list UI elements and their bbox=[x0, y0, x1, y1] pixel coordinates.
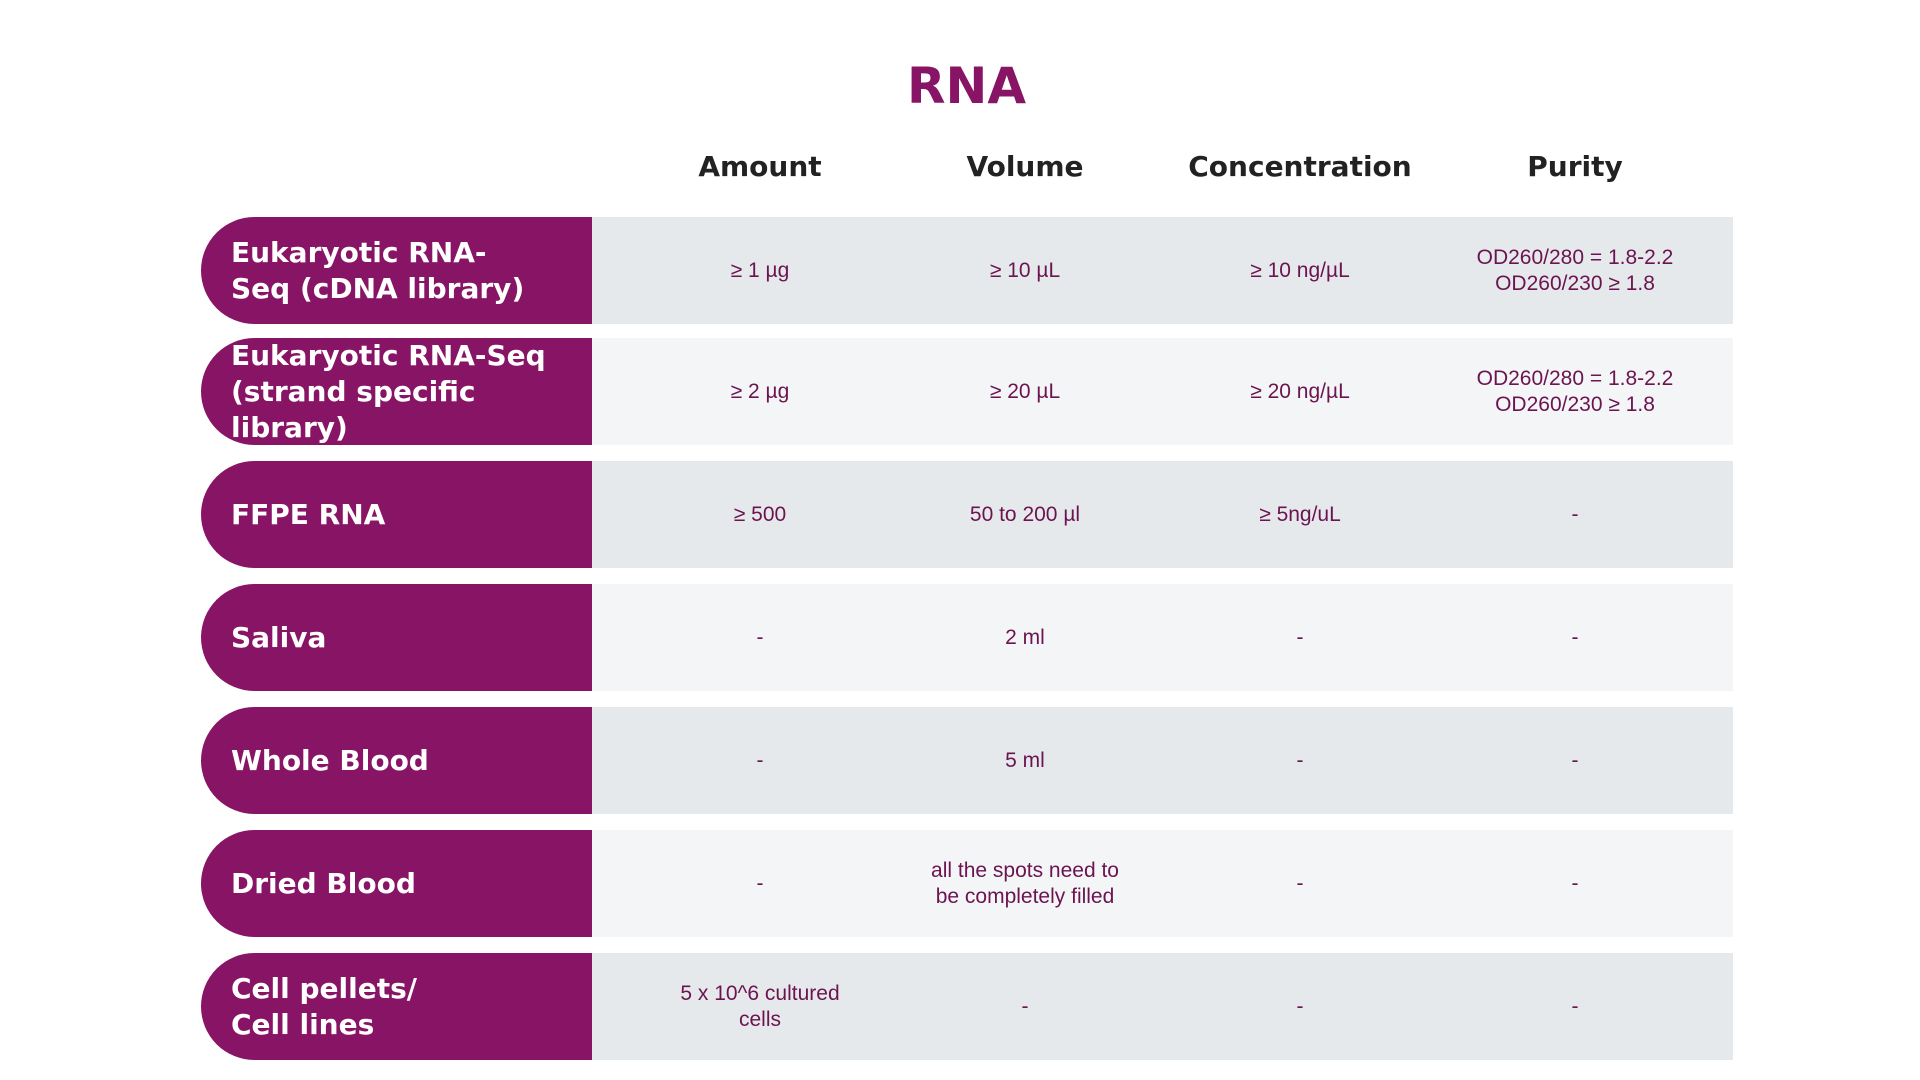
cell-volume: 5 ml bbox=[1005, 748, 1045, 772]
cell-amount: ≥ 500 bbox=[733, 502, 787, 526]
table-row: Cell pellets/ Cell lines 5 x 10^6 cultur… bbox=[201, 953, 1733, 1060]
cell-concentration: - bbox=[1296, 748, 1304, 772]
cell-volume: ≥ 10 µL bbox=[989, 258, 1061, 282]
cell-concentration: - bbox=[1296, 994, 1304, 1018]
cell-amount: - bbox=[756, 748, 764, 772]
row-label: Cell pellets/ Cell lines bbox=[201, 953, 592, 1060]
cell-purity: OD260/280 = 1.8-2.2 OD260/230 ≥ 1.8 bbox=[1476, 245, 1674, 295]
row-label: Eukaryotic RNA-Seq (strand specific libr… bbox=[201, 338, 592, 445]
table-row: FFPE RNA ≥ 500 50 to 200 µl ≥ 5ng/uL - bbox=[201, 461, 1733, 568]
row-label: Whole Blood bbox=[201, 707, 592, 814]
row-background bbox=[591, 707, 1733, 814]
cell-purity: - bbox=[1571, 748, 1579, 772]
row-label: Saliva bbox=[201, 584, 592, 691]
row-label-text: FFPE RNA bbox=[231, 497, 386, 531]
row-label-text: Whole Blood bbox=[231, 743, 429, 777]
row-label-text: Cell pellets/ Cell lines bbox=[231, 971, 417, 1041]
column-header-volume: Volume bbox=[966, 150, 1084, 183]
table-row: Eukaryotic RNA-Seq (strand specific libr… bbox=[201, 338, 1733, 445]
table-row: Whole Blood - 5 ml - - bbox=[201, 707, 1733, 814]
cell-amount: ≥ 1 µg bbox=[730, 258, 790, 282]
row-label-text: Dried Blood bbox=[231, 866, 416, 900]
cell-amount: 5 x 10^6 cultured cells bbox=[680, 981, 840, 1031]
column-header-amount: Amount bbox=[698, 150, 822, 183]
cell-purity: - bbox=[1571, 871, 1579, 895]
row-label-text: Saliva bbox=[231, 620, 327, 654]
column-header-purity: Purity bbox=[1527, 150, 1623, 183]
cell-purity: - bbox=[1571, 625, 1579, 649]
cell-amount: ≥ 2 µg bbox=[730, 379, 790, 403]
table-row: Saliva - 2 ml - - bbox=[201, 584, 1733, 691]
row-background bbox=[591, 584, 1733, 691]
cell-volume: 2 ml bbox=[1005, 625, 1045, 649]
cell-concentration: - bbox=[1296, 871, 1304, 895]
row-background bbox=[591, 461, 1733, 568]
row-label: Dried Blood bbox=[201, 830, 592, 937]
row-background bbox=[591, 338, 1733, 445]
cell-purity: - bbox=[1571, 502, 1579, 526]
row-label-text: Eukaryotic RNA- Seq (cDNA library) bbox=[231, 235, 525, 305]
cell-concentration: ≥ 10 ng/µL bbox=[1250, 258, 1350, 282]
cell-purity: OD260/280 = 1.8-2.2 OD260/230 ≥ 1.8 bbox=[1476, 366, 1674, 416]
row-label-text: Eukaryotic RNA-Seq (strand specific libr… bbox=[231, 338, 546, 444]
cell-volume: ≥ 20 µL bbox=[989, 379, 1061, 403]
cell-concentration: ≥ 5ng/uL bbox=[1259, 502, 1341, 526]
cell-volume: 50 to 200 µl bbox=[969, 502, 1081, 526]
cell-volume: all the spots need to be completely fill… bbox=[931, 858, 1119, 908]
row-background bbox=[591, 217, 1733, 324]
cell-concentration: - bbox=[1296, 625, 1304, 649]
column-header-concentration: Concentration bbox=[1188, 150, 1412, 183]
table-row: Eukaryotic RNA- Seq (cDNA library) ≥ 1 µ… bbox=[201, 217, 1733, 324]
table-row: Dried Blood - all the spots need to be c… bbox=[201, 830, 1733, 937]
row-background bbox=[591, 830, 1733, 937]
cell-volume: - bbox=[1021, 994, 1029, 1018]
cell-amount: - bbox=[756, 871, 764, 895]
row-label: FFPE RNA bbox=[201, 461, 592, 568]
cell-purity: - bbox=[1571, 994, 1579, 1018]
cell-concentration: ≥ 20 ng/µL bbox=[1250, 379, 1350, 403]
cell-amount: - bbox=[756, 625, 764, 649]
row-label: Eukaryotic RNA- Seq (cDNA library) bbox=[201, 217, 592, 324]
row-background bbox=[591, 953, 1733, 1060]
page-title: RNA bbox=[906, 57, 1027, 115]
column-headers: Amount Volume Concentration Purity bbox=[0, 145, 1920, 189]
